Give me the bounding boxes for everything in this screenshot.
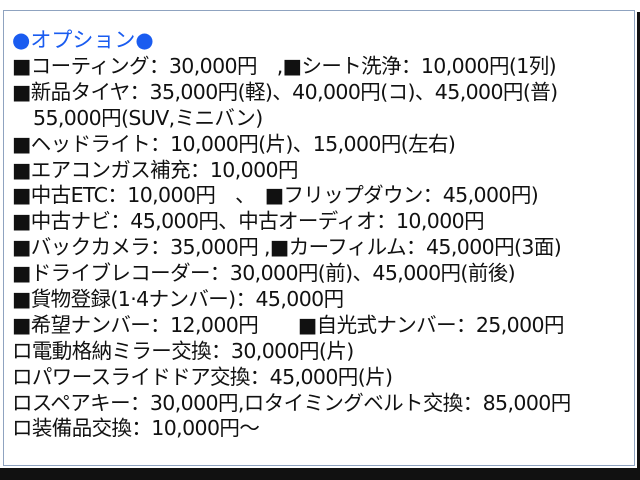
option-line-cargo-registration: ■貨物登録(1·4ナンバー)：45,000円 (12, 287, 344, 312)
option-line-tires-cont: 55,000円(SUV,ミニバン) (33, 105, 263, 130)
option-line-navi: ■中古ナビ：45,000円、中古オーディオ：10,000円 (12, 209, 485, 234)
option-line-tires: ■新品タイヤ：35,000円(軽)、40,000円(コ)、45,000円(普) (12, 79, 558, 104)
option-line-equipment: ロ装備品交換：10,000円～ (12, 416, 260, 441)
option-line-spare-key: ロスペアキー：30,000円,ロタイミングベルト交換：85,000円 (12, 390, 571, 415)
option-line-number-plate: ■希望ナンバー：12,000円 ■自光式ナンバー：25,000円 (12, 312, 565, 337)
panel-shadow-bottom (0, 468, 640, 480)
option-line-etc: ■中古ETC：10,000円 、 ■フリップダウン：45,000円) (12, 183, 539, 208)
options-list: ■コーティング：30,000円 ,■シート洗浄：10,000円(1列) ■新品タ… (12, 54, 571, 442)
option-line-coating: ■コーティング：30,000円 ,■シート洗浄：10,000円(1列) (12, 54, 557, 78)
option-line-headlight: ■ヘッドライト：10,000円(片)、15,000円(左右) (12, 131, 456, 156)
options-panel (3, 10, 635, 466)
options-title: ●オプション● (12, 28, 154, 52)
option-line-slide-door: ロパワースライドドア交換：45,000円(片) (12, 364, 393, 389)
option-line-mirror: ロ電動格納ミラー交換：30,000円(片) (12, 338, 354, 363)
option-line-drive-recorder: ■ドライブレコーダー：30,000円(前)、45,000円(前後) (12, 261, 516, 286)
option-line-back-camera: ■バックカメラ：35,000円 ,■カーフィルム：45,000円(3面) (12, 235, 562, 260)
option-line-aircon-gas: ■エアコンガス補充：10,000円 (12, 157, 299, 182)
panel-shadow-right (637, 12, 640, 480)
